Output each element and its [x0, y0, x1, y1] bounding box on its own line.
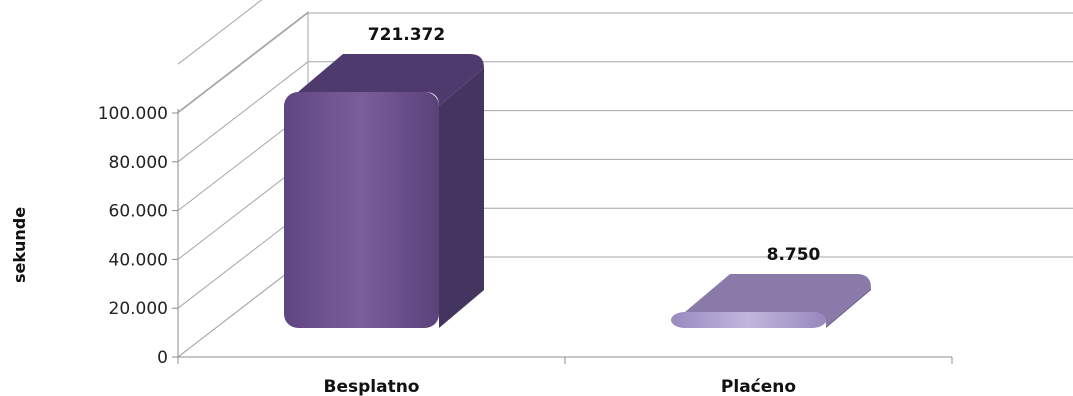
- bar-front: [671, 312, 826, 328]
- bar-front: [284, 92, 439, 328]
- data-label: 8.750: [767, 245, 821, 265]
- axes: [172, 109, 953, 364]
- data-label: 721.372: [368, 25, 445, 45]
- y-tick-label: 40.000: [109, 250, 168, 270]
- y-tick-label: 100.000: [98, 104, 168, 124]
- data-labels: 721.372 8.750: [368, 25, 821, 265]
- x-category-label: Besplatno: [324, 377, 420, 396]
- bar-top: [298, 54, 484, 106]
- gridline: [177, 12, 1073, 114]
- y-tick-labels: 0 20.000 40.000 60.000 80.000 100.000: [98, 104, 168, 368]
- y-tick-label: 0: [157, 348, 168, 368]
- bar: [671, 274, 871, 328]
- bar-side: [826, 288, 871, 328]
- gridline: [177, 0, 263, 65]
- bar: [284, 54, 484, 328]
- gridline: [177, 61, 1073, 163]
- y-tick-label: 20.000: [109, 299, 168, 319]
- x-category-labels: Besplatno Plaćeno: [324, 377, 797, 396]
- y-tick-label: 60.000: [109, 202, 168, 222]
- bar-side: [439, 68, 484, 328]
- bar-top: [685, 274, 871, 326]
- y-tick-label: 80.000: [109, 153, 168, 173]
- bars: [284, 54, 871, 328]
- y-axis-label: sekunde: [10, 207, 29, 283]
- x-category-label: Plaćeno: [721, 377, 796, 396]
